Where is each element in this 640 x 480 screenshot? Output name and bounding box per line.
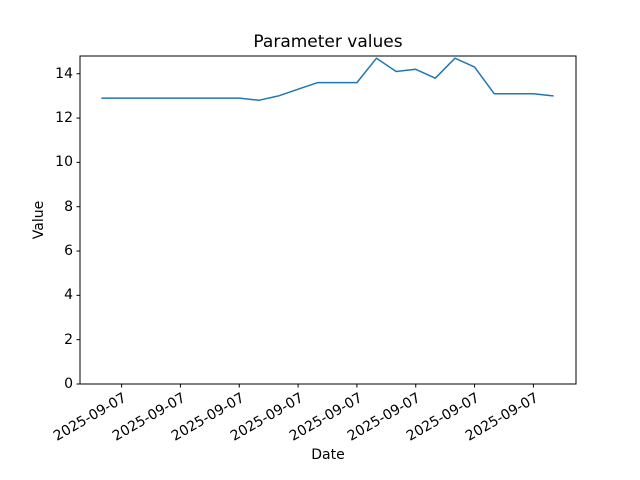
y-tick-label: 6 bbox=[64, 243, 73, 260]
y-tick-label: 12 bbox=[55, 110, 73, 127]
y-tick-label: 8 bbox=[64, 198, 73, 215]
data-line bbox=[101, 57, 554, 102]
y-tick-label: 2 bbox=[64, 331, 73, 348]
y-tick-label: 10 bbox=[55, 154, 73, 171]
y-tick-label: 0 bbox=[64, 376, 73, 392]
x-axis-label: Date bbox=[311, 447, 345, 463]
axes-frame bbox=[79, 55, 577, 385]
y-tick-label: 14 bbox=[55, 65, 73, 82]
y-tick-label: 4 bbox=[64, 287, 73, 304]
chart-title: Parameter values bbox=[253, 32, 403, 52]
